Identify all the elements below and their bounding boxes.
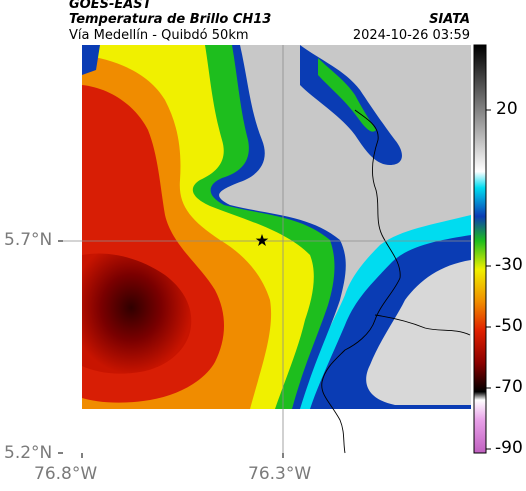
colorbar: [473, 44, 491, 454]
west-cold-edge: [82, 45, 100, 75]
lon-tick-label: 76.3°W: [248, 464, 312, 484]
lat-tick-label: 5.2°N: [4, 443, 53, 463]
department-border: [321, 109, 401, 454]
organization-label: SIATA: [429, 12, 470, 27]
star-marker: [255, 234, 269, 246]
satellite-title: GOES-EAST: [69, 0, 152, 12]
colorbar-tick-label: -70: [495, 377, 523, 397]
colorbar-tick-label: 20: [496, 99, 518, 119]
product-title: Temperatura de Brillo CH13: [69, 12, 272, 27]
colorbar-tick-label: -90: [495, 438, 523, 458]
north-cold-patch-inner: [318, 58, 376, 132]
lon-tick-label: 76.8°W: [34, 464, 98, 484]
cold-core-region: [82, 253, 192, 374]
datetime-label: 2024-10-26 03:59: [352, 28, 470, 43]
axis-ticks: [58, 240, 284, 458]
river-line: [374, 314, 471, 336]
colorbar-tick-label: -50: [495, 316, 523, 336]
lat-tick-label: 5.7°N: [4, 230, 53, 250]
warm-ground-patch: [366, 260, 471, 405]
colorbar-tick-label: -30: [495, 255, 523, 275]
temperature-field: [82, 45, 471, 409]
route-label: Vía Medellín - Quibdó 50km: [69, 28, 249, 43]
coastline: [321, 109, 471, 454]
